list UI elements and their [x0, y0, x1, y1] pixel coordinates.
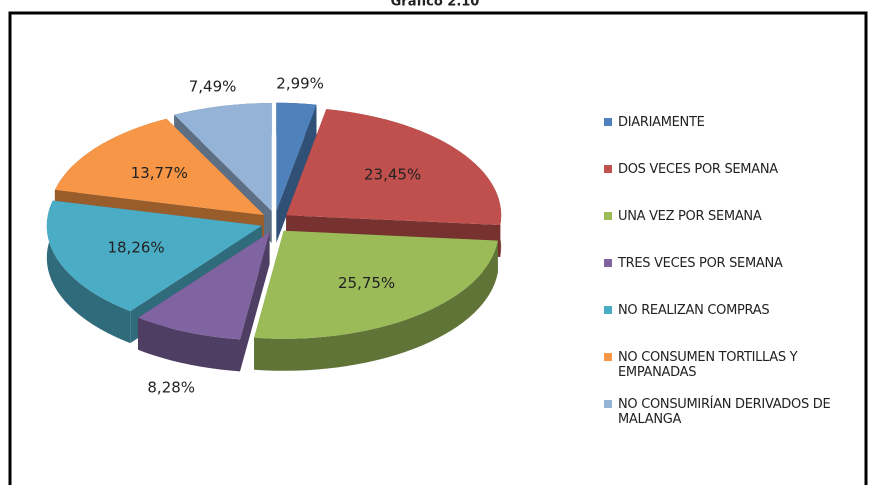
- legend-item: DOS VECES POR SEMANA: [604, 162, 866, 209]
- pie: [46, 102, 502, 372]
- slice: [138, 232, 270, 372]
- slice-wall: [138, 317, 241, 372]
- data-label: 13,77%: [131, 164, 188, 182]
- legend-swatch: [604, 259, 612, 267]
- legend-label: NO CONSUMEN TORTILLAS Y EMPANADAS: [618, 350, 798, 380]
- legend-item: UNA VEZ POR SEMANA: [604, 209, 866, 256]
- slice-top: [286, 109, 502, 226]
- legend-swatch: [604, 212, 612, 220]
- slice-top: [174, 103, 272, 212]
- legend: DIARIAMENTE DOS VECES POR SEMANA UNA VEZ P…: [604, 115, 866, 444]
- data-label: 7,49%: [189, 78, 237, 96]
- data-label: 23,45%: [364, 165, 421, 183]
- legend-item: TRES VECES POR SEMANA: [604, 256, 866, 303]
- legend-label: DIARIAMENTE: [618, 115, 705, 130]
- legend-label: TRES VECES POR SEMANA: [618, 256, 783, 271]
- slice-top: [54, 118, 265, 216]
- legend-label: DOS VECES POR SEMANA: [618, 162, 778, 177]
- slice-side: [276, 104, 317, 243]
- legend-swatch: [604, 400, 612, 408]
- legend-label: UNA VEZ POR SEMANA: [618, 209, 762, 224]
- slice-wall: [46, 200, 131, 344]
- data-label: 18,26%: [107, 238, 164, 256]
- data-label: 25,75%: [338, 274, 395, 292]
- legend-swatch: [604, 118, 612, 126]
- legend-label: NO REALIZAN COMPRAS: [618, 303, 770, 318]
- legend-item: NO CONSUMEN TORTILLAS Y EMPANADAS: [604, 350, 866, 397]
- legend-item: NO REALIZAN COMPRAS: [604, 303, 866, 350]
- legend-swatch: [604, 353, 612, 361]
- slice-top: [254, 230, 498, 339]
- legend-swatch: [604, 306, 612, 314]
- data-label: 2,99%: [276, 74, 324, 92]
- legend-swatch: [604, 165, 612, 173]
- slice: [276, 102, 317, 243]
- slice-top: [138, 232, 270, 340]
- chart-title: Gráfico 2.10: [391, 0, 480, 10]
- slice-wall: [254, 240, 498, 371]
- slice-top: [276, 102, 317, 211]
- data-label: 8,28%: [147, 378, 195, 396]
- legend-label: NO CONSUMIRÍAN DERIVADOS DE MALANGA: [618, 397, 831, 427]
- legend-item: DIARIAMENTE: [604, 115, 866, 162]
- legend-item: NO CONSUMIRÍAN DERIVADOS DE MALANGA: [604, 397, 866, 444]
- slice-top: [46, 200, 262, 312]
- slice: [254, 230, 498, 371]
